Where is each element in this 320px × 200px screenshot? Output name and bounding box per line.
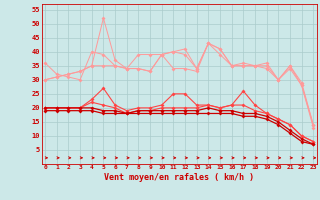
X-axis label: Vent moyen/en rafales ( km/h ): Vent moyen/en rafales ( km/h ) <box>104 173 254 182</box>
